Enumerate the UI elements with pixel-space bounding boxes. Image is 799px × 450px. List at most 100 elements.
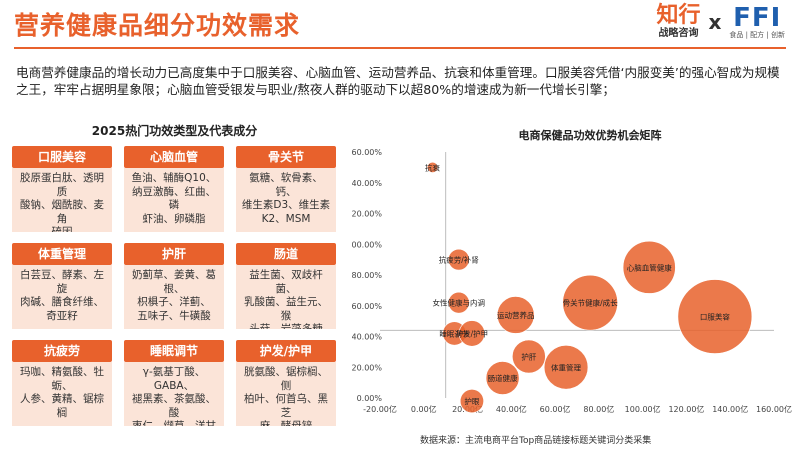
ingredient-card-body: 胱氨酸、锯棕榈、侧 柏叶、何首乌、黑芝 麻、酵母锌 (236, 362, 336, 426)
bubble-point (677, 279, 753, 354)
ingredient-line: 褪黑素、茶氨酸、酸 (132, 393, 216, 419)
ingredient-line: …… (275, 226, 297, 232)
y-tick-label: 40.00% (352, 333, 382, 342)
ingredient-card: 口服美容胶原蛋白肽、透明质酸钠、烟酰胺、麦角硫因…… (12, 146, 112, 234)
ingredient-card-body: 氨糖、软骨素、钙、 维生素D3、维生素 K2、MSM…… (236, 168, 336, 232)
y-tick-label: 80.00% (352, 271, 382, 280)
ingredient-card-body: 白芸豆、酵素、左旋 肉碱、膳食纤维、 奇亚籽…… (12, 265, 112, 329)
ffi-logo-text: FFI (733, 2, 782, 33)
x-tick-label: 0.00亿 (411, 404, 437, 414)
zhixing-logo: 知行 战略咨询 (656, 4, 700, 40)
ingredient-card: 心脑血管 鱼油、辅酶Q10、 纳豆激酶、红曲、磷 虾油、卵磷脂…… (124, 146, 224, 234)
ingredient-card-header: 护发/护甲 (236, 340, 336, 362)
ingredient-card-header: 体重管理 (12, 243, 112, 265)
ingredient-line: 胱氨酸、锯棕榈、侧 (244, 366, 328, 392)
ingredient-line: 硫因 (51, 226, 73, 232)
ingredient-card-body: 奶蓟草、姜黄、葛根、 枳椇子、洋蓟、 五味子、牛磺酸…… (124, 265, 224, 329)
bubble-point (458, 320, 486, 347)
bubble-label: 抗疲劳/补肾 (439, 255, 480, 265)
ingredient-line: 柏叶、何首乌、黑芝 (244, 393, 328, 419)
ingredient-line: 人参、黄精、锯棕榈 (20, 393, 104, 419)
x-tick-label: 40.00亿 (496, 404, 527, 414)
ingredient-line: 枳椇子、洋蓟、 (137, 296, 211, 308)
bubble-point (427, 161, 439, 173)
bubble-point (448, 248, 470, 271)
ingredient-line: 奶蓟草、姜黄、葛根、 (132, 269, 216, 295)
ingredient-line: 五味子、牛磺酸 (137, 309, 211, 322)
ingredient-line: 枣仁、缬草、洋甘菊 (132, 420, 216, 426)
ingredient-cards-grid: 口服美容胶原蛋白肽、透明质酸钠、烟酰胺、麦角硫因……心脑血管鱼油、辅酶Q10、纳… (12, 146, 337, 428)
bubble-label: 抗衰 (425, 162, 440, 172)
ingredient-line: γ-氨基丁酸、GABA、 (142, 366, 206, 392)
x-tick-label: 160.00亿 (756, 404, 792, 414)
zhixing-logo-subtext: 战略咨询 (658, 28, 699, 39)
ingredient-line: 头菇、岩藻多糖 (249, 323, 323, 329)
bubble-point (448, 291, 470, 314)
bubble-point (543, 345, 589, 390)
ingredient-line: 纳豆激酶、红曲、磷 (132, 185, 216, 212)
bubble-point (485, 361, 520, 395)
bubble-label: 女性健康与内调 (433, 298, 486, 308)
bubble-point (562, 274, 618, 331)
ingredient-line: 白芸豆、酵素、左旋 (20, 269, 104, 295)
bubble-point (496, 296, 535, 334)
ingredient-card: 护肝 奶蓟草、姜黄、葛根、 枳椇子、洋蓟、 五味子、牛磺酸…… (124, 243, 224, 331)
ingredient-line: 乳酸菌、益生元、猴 (244, 296, 328, 322)
logo-separator: x (708, 10, 722, 34)
page-title: 营养健康品细分功效需求 (14, 11, 301, 40)
ingredient-line: 玛咖、精氨酸、牡蛎、 (20, 366, 104, 392)
y-tick-label: 160.00% (352, 148, 382, 157)
bubble-label: 口服美容 (700, 312, 730, 322)
ingredient-card-header: 骨关节 (236, 146, 336, 168)
ingredient-card-header: 心脑血管 (124, 146, 224, 168)
bubble-label: 护眼 (464, 396, 479, 406)
ingredients-panel-title: 2025热门功效类型及代表成分 (91, 124, 258, 138)
ingredient-line: 奇亚籽 (46, 309, 78, 322)
y-tick-label: 100.00% (352, 240, 382, 249)
ingredient-card: 抗疲劳 玛咖、精氨酸、牡蛎、 人参、黄精、锯棕榈…… (12, 340, 112, 428)
chart-title: 电商保健品功效优势机会矩阵 (518, 129, 662, 142)
bubble-label: 睡眠调节 (439, 329, 469, 338)
ingredient-line: 虾油、卵磷脂 (142, 212, 206, 225)
y-tick-label: 120.00% (352, 210, 382, 219)
x-tick-label: 100.00亿 (625, 404, 661, 414)
ingredient-card: 体重管理 白芸豆、酵素、左旋 肉碱、膳食纤维、 奇亚籽…… (12, 243, 112, 331)
y-tick-label: 60.00% (352, 302, 382, 311)
ingredient-card-header: 口服美容 (12, 146, 112, 168)
ingredient-card-body: 胶原蛋白肽、透明质酸钠、烟酰胺、麦角硫因…… (12, 168, 112, 232)
ingredient-line: K2、MSM (261, 212, 311, 225)
bubble-label: 运动营养品 (497, 310, 535, 320)
ingredient-line: 胶原蛋白肽、透明质 (20, 172, 104, 198)
ingredient-card-header: 肠道 (236, 243, 336, 265)
ingredient-card-body: 玛咖、精氨酸、牡蛎、 人参、黄精、锯棕榈…… (12, 362, 112, 426)
opportunity-matrix-chart: 0.00% 20.00% 40.00% 60.00% 80.00% 100.00% 120.… (352, 148, 792, 414)
ingredient-card-body: 鱼油、辅酶Q10、 纳豆激酶、红曲、磷 虾油、卵磷脂…… (124, 168, 224, 232)
bubble-point (622, 240, 676, 294)
ingredient-card: 骨关节 氨糖、软骨素、钙、 维生素D3、维生素 K2、MSM…… (236, 146, 336, 234)
ingredient-line: …… (51, 323, 73, 329)
ingredient-card: 护发/护甲 胱氨酸、锯棕榈、侧 柏叶、何首乌、黑芝 麻、酵母锌 (236, 340, 336, 428)
ingredient-line: 益生菌、双歧杆菌、 (249, 269, 323, 295)
ingredient-card-body: γ-氨基丁酸、GABA、褪黑素、茶氨酸、酸枣仁、缬草、洋甘菊 (124, 362, 224, 426)
y-tick-label: 20.00% (352, 363, 382, 372)
ingredient-line: 鱼油、辅酶Q10、 (131, 172, 217, 184)
intro-paragraph: 电商营养健康品的增长动力已高度集中于口服美容、心脑血管、运动营养品、抗衰和体重管… (16, 65, 780, 97)
ingredient-card-body: 益生菌、双歧杆菌、乳酸菌、益生元、猴头菇、岩藻多糖…… (236, 265, 336, 329)
bubble-label: 体重管理 (551, 362, 581, 372)
ingredient-card-header: 抗疲劳 (12, 340, 112, 362)
zhixing-logo-text: 知行 (656, 3, 701, 28)
y-tick-label: 0.00% (357, 394, 383, 403)
ingredient-card-header: 护肝 (124, 243, 224, 265)
bubble-point (511, 339, 546, 374)
ffi-logo-subtext: 食品 | 配方 | 创新 (729, 30, 785, 39)
x-tick-label: 120.00亿 (668, 404, 704, 414)
bubble-label: 骨关节健康/成长 (563, 298, 619, 308)
bubble-point (459, 389, 484, 414)
x-tick-label: -20.00亿 (363, 404, 397, 414)
x-tick-label: 60.00亿 (540, 404, 571, 414)
bubble-label: 心脑血管健康 (627, 262, 672, 272)
bubble-label: 肠道健康 (488, 373, 518, 383)
ingredient-card: 肠道益生菌、双歧杆菌、乳酸菌、益生元、猴头菇、岩藻多糖…… (236, 243, 336, 331)
bubble-label: 护发/护甲 (456, 328, 489, 338)
